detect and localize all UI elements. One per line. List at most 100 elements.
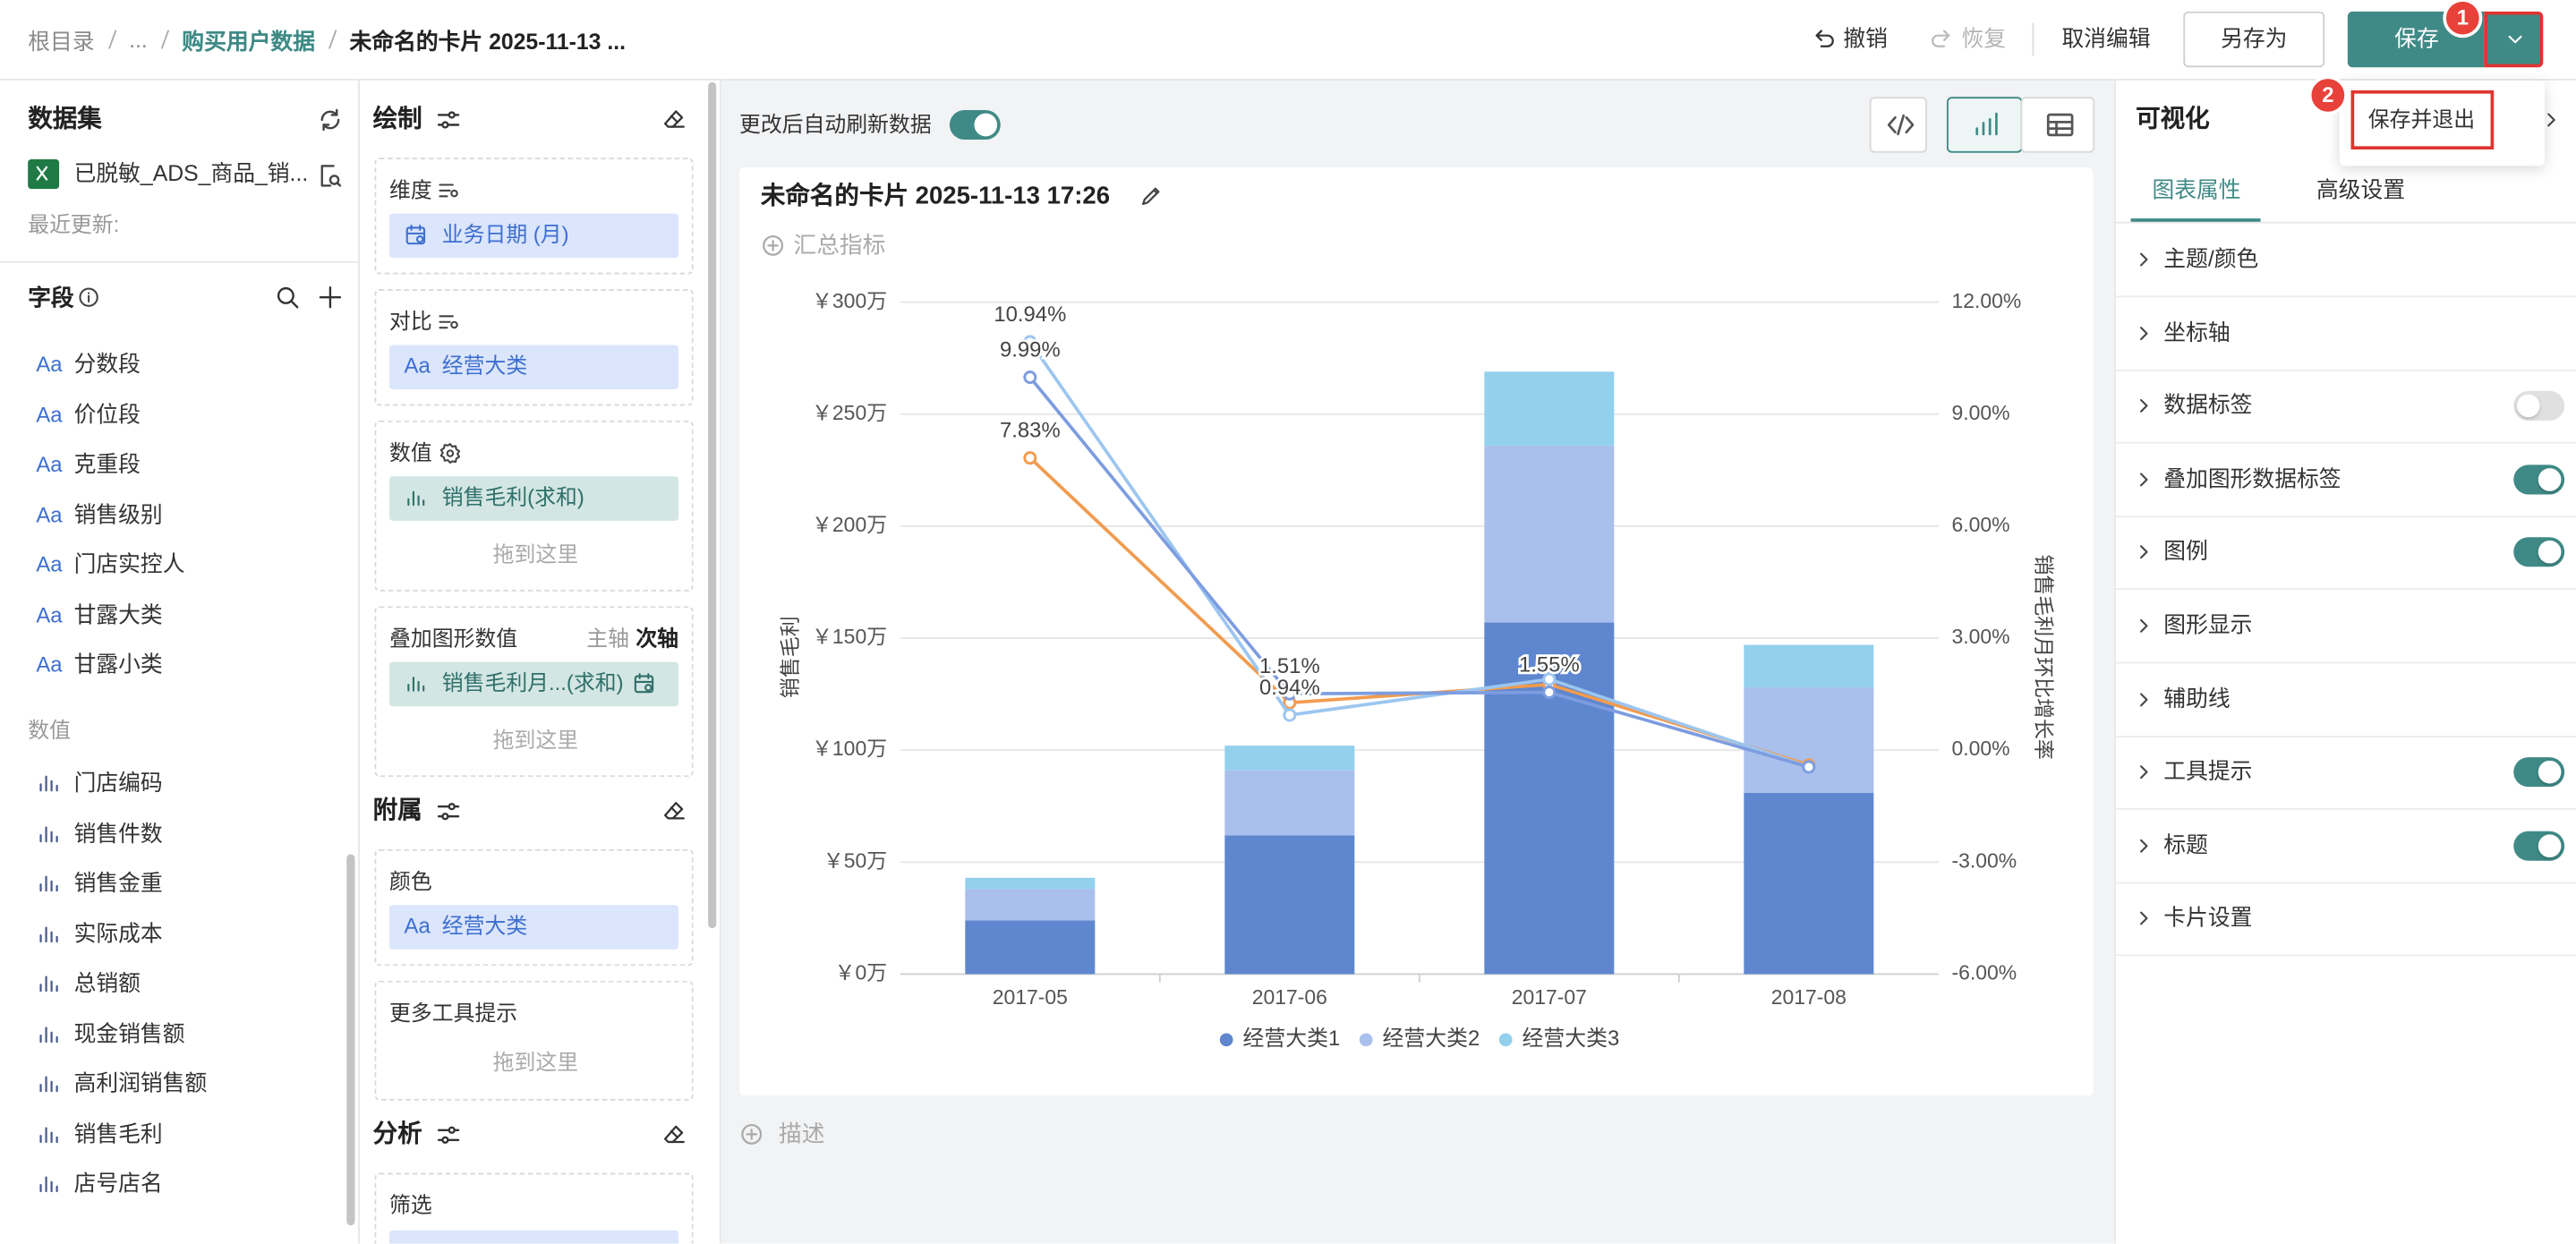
property-section[interactable]: 数据标签 xyxy=(2163,393,2253,418)
refresh-icon[interactable] xyxy=(317,107,343,132)
field-pill[interactable]: Aa 经营大类 xyxy=(389,345,679,390)
property-toggle[interactable] xyxy=(2513,757,2565,788)
divider xyxy=(2116,735,2576,737)
property-toggle[interactable] xyxy=(2513,464,2565,495)
property-section[interactable]: 坐标轴 xyxy=(2163,320,2231,345)
collapse-icon[interactable] xyxy=(2540,108,2563,132)
field-search-icon[interactable] xyxy=(275,285,301,311)
dimension-icon: Aa xyxy=(36,652,63,677)
well-option-icon-part xyxy=(439,443,461,464)
view-icon xyxy=(1975,112,1998,136)
property-section[interactable]: 卡片设置 xyxy=(2163,906,2253,931)
cancel-edit-button[interactable]: 取消编辑 xyxy=(2061,26,2151,51)
breadcrumb[interactable]: 购买用户数据 xyxy=(182,30,315,55)
view-button[interactable] xyxy=(1947,97,2023,153)
expand-icon[interactable] xyxy=(2132,907,2155,931)
breadcrumb[interactable]: 根目录 xyxy=(28,30,95,55)
field-pill[interactable]: 业务日期 (月) xyxy=(389,213,679,259)
measure-field[interactable]: 店号店名 xyxy=(73,1171,163,1197)
well-option-icon[interactable] xyxy=(437,179,460,202)
clear-icon[interactable] xyxy=(662,798,687,823)
well-option-icon[interactable] xyxy=(439,442,462,465)
dimension-field[interactable]: 分数段 xyxy=(73,351,141,377)
x-tick-label: 2017-08 xyxy=(1771,985,1847,1009)
view-button[interactable] xyxy=(1869,97,1927,153)
expand-icon[interactable] xyxy=(2132,248,2155,271)
edit-title-icon[interactable] xyxy=(1139,184,1164,209)
breadcrumb[interactable]: ... xyxy=(129,27,148,52)
measure-field[interactable]: 总销额 xyxy=(73,970,141,996)
axis-option[interactable]: 次轴 xyxy=(635,626,679,651)
property-toggle[interactable] xyxy=(2513,391,2565,422)
save-and-exit-item[interactable]: 保存并退出 xyxy=(2350,89,2495,150)
axis-option[interactable]: 主轴 xyxy=(586,626,630,651)
y2-tick-label: 0.00% xyxy=(1952,737,2010,760)
expand-icon[interactable] xyxy=(2132,468,2155,491)
field-pill[interactable]: 销售毛利月...(求和) xyxy=(389,661,679,707)
dimension-field[interactable]: 克重段 xyxy=(73,451,141,477)
undo-icon[interactable] xyxy=(1813,26,1838,51)
property-section[interactable]: 工具提示 xyxy=(2163,759,2253,784)
drop-well: 叠加图形数值 主轴 次轴 销售毛利月...(求和) 拖到这里 xyxy=(374,606,694,778)
tab[interactable]: 高级设置 xyxy=(2316,177,2406,202)
measure-field[interactable]: 门店编码 xyxy=(73,770,163,796)
expand-icon[interactable] xyxy=(2132,395,2155,418)
expand-icon[interactable] xyxy=(2132,761,2155,784)
dimension-field[interactable]: 门店实控人 xyxy=(73,551,185,577)
save-as-button[interactable]: 另存为 xyxy=(2183,11,2325,68)
excel-icon xyxy=(28,159,60,190)
well-option-icon[interactable] xyxy=(437,311,460,334)
add-summary-icon[interactable] xyxy=(761,234,786,259)
auto-refresh-toggle[interactable] xyxy=(949,109,1001,141)
undo-button[interactable]: 撤销 xyxy=(1843,26,1888,51)
measure-field[interactable]: 销售毛利 xyxy=(73,1120,163,1146)
add-summary[interactable]: 汇总指标 xyxy=(793,231,886,259)
measure-field[interactable]: 销售件数 xyxy=(73,820,163,846)
clear-icon[interactable] xyxy=(662,1122,687,1147)
property-section[interactable]: 叠加图形数据标签 xyxy=(2163,465,2341,491)
dimension-field[interactable]: 价位段 xyxy=(73,401,141,427)
clear-icon-part xyxy=(670,1129,685,1144)
add-field-icon[interactable] xyxy=(317,285,343,311)
field-pill[interactable]: Aa 经营大类 xyxy=(389,905,679,950)
field-pill[interactable]: 销售毛利(求和) xyxy=(389,476,679,521)
expand-icon[interactable] xyxy=(2132,614,2155,637)
clear-icon[interactable] xyxy=(662,107,687,132)
expand-icon[interactable] xyxy=(2132,687,2155,711)
dimension-field[interactable]: 甘露大类 xyxy=(73,601,163,627)
well-label: 对比 xyxy=(389,309,432,334)
add-description[interactable]: 描述 xyxy=(779,1120,825,1147)
property-section[interactable]: 标题 xyxy=(2163,832,2208,857)
property-toggle[interactable] xyxy=(2513,537,2565,567)
measure-field[interactable]: 现金销售额 xyxy=(73,1020,185,1046)
section-settings-icon[interactable] xyxy=(435,798,461,824)
dimension-field[interactable]: 甘露小类 xyxy=(73,652,163,677)
add-description-icon[interactable] xyxy=(739,1122,764,1147)
tab[interactable]: 图表属性 xyxy=(2152,177,2241,202)
expand-icon[interactable] xyxy=(2132,321,2155,345)
drop-well: 颜色 Aa 经营大类 xyxy=(374,848,694,967)
save-dropdown-button[interactable] xyxy=(2484,11,2544,68)
view-button[interactable] xyxy=(2020,97,2095,153)
measure-field[interactable]: 销售金重 xyxy=(73,870,163,896)
section-settings-icon[interactable] xyxy=(435,107,461,132)
measure-field[interactable]: 高利润销售额 xyxy=(73,1070,208,1096)
property-toggle[interactable] xyxy=(2513,831,2565,861)
divider xyxy=(2116,882,2576,884)
expand-icon[interactable] xyxy=(2132,541,2155,565)
refresh-icon-part xyxy=(320,110,340,130)
dataset-search-icon[interactable] xyxy=(317,163,343,189)
dataset-name[interactable]: 已脱敏_ADS_商品_销... xyxy=(73,160,309,186)
property-section[interactable]: 图例 xyxy=(2163,539,2208,565)
property-section[interactable]: 主题/颜色 xyxy=(2163,246,2259,271)
line-point xyxy=(1802,760,1816,774)
expand-icon[interactable] xyxy=(2132,834,2155,857)
section-settings-icon[interactable] xyxy=(435,1122,461,1148)
save-button[interactable]: 保存 xyxy=(2347,11,2485,68)
property-section[interactable]: 图形显示 xyxy=(2163,612,2253,638)
property-section[interactable]: 辅助线 xyxy=(2163,686,2231,711)
dimension-field[interactable]: 销售级别 xyxy=(73,501,163,527)
section-settings-icon-part xyxy=(448,803,456,811)
line-point xyxy=(1283,686,1297,701)
measure-field[interactable]: 实际成本 xyxy=(73,920,163,946)
